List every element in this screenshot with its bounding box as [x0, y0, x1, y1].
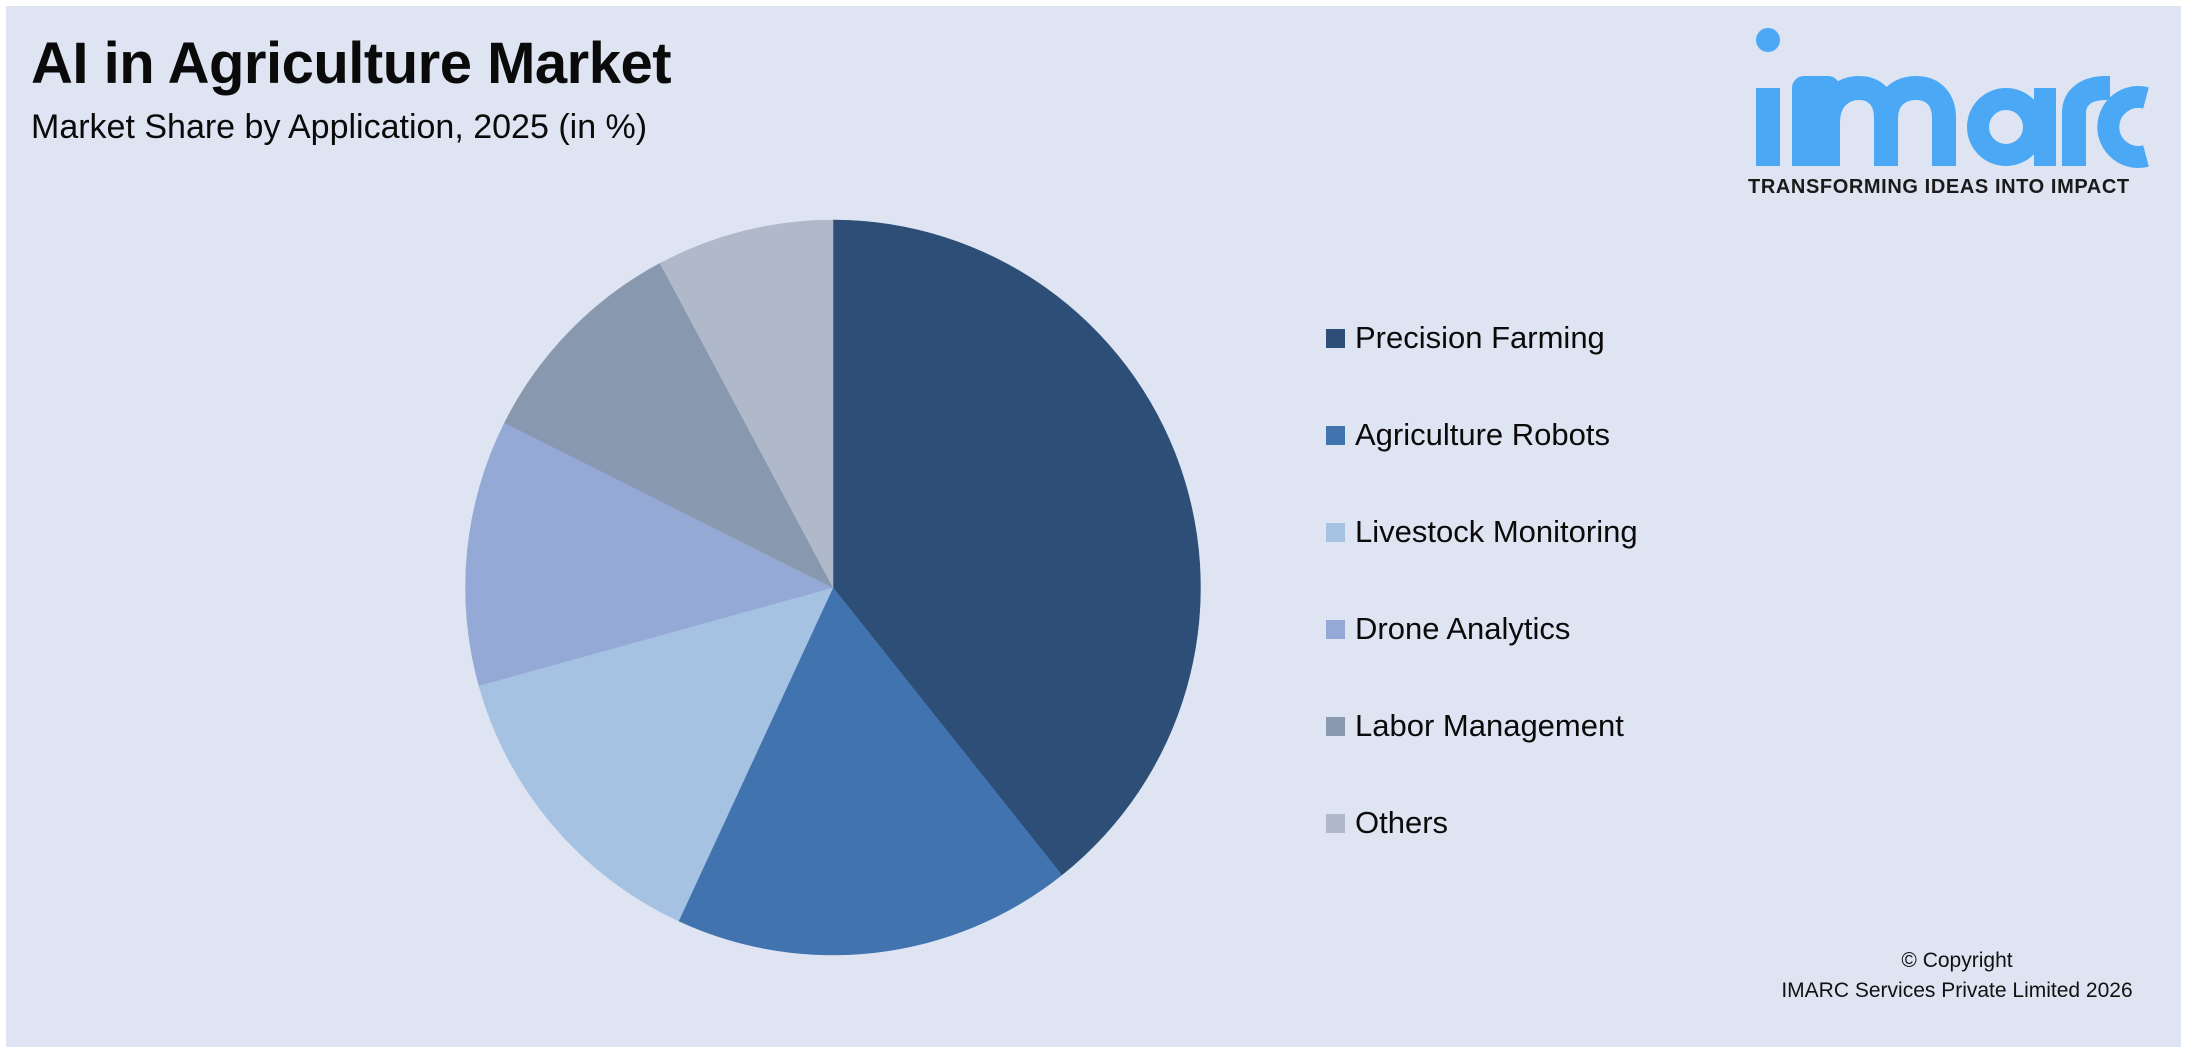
legend-swatch-icon	[1326, 716, 1345, 736]
chart-subtitle: Market Share by Application, 2025 (in %)	[31, 108, 648, 146]
legend-label: Agriculture Robots	[1355, 417, 1611, 452]
copyright-line-1: © Copyright	[1901, 949, 2013, 972]
legend-label: Others	[1355, 805, 1449, 840]
logo-tagline: TRANSFORMING IDEAS INTO IMPACT	[1748, 176, 2130, 198]
pie-slice-agriculture-robots	[678, 587, 1063, 956]
legend-label: Labor Management	[1355, 708, 1624, 743]
legend-swatch-icon	[1326, 619, 1345, 639]
legend-swatch-icon	[1326, 522, 1345, 542]
chart-title: AI in Agriculture Market	[31, 31, 672, 96]
copyright-notice: © Copyright IMARC Services Private Limit…	[1740, 946, 2174, 1006]
imarc-wordmark-icon	[1756, 28, 2149, 168]
pie-slice-drone-analytics	[465, 422, 834, 686]
legend-label: Drone Analytics	[1355, 611, 1571, 646]
legend-item-precision-farming: Precision Farming	[1326, 318, 1605, 358]
pie-slice-others	[659, 219, 834, 588]
legend-item-agriculture-robots: Agriculture Robots	[1326, 415, 1610, 455]
pie-slice-precision-farming	[832, 219, 1201, 876]
legend-item-others: Others	[1326, 803, 1448, 843]
pie-slice-labor-management	[504, 262, 834, 589]
legend-item-livestock-monitoring: Livestock Monitoring	[1326, 512, 1638, 552]
legend-item-drone-analytics: Drone Analytics	[1326, 609, 1570, 649]
legend-swatch-icon	[1326, 328, 1345, 348]
legend-swatch-icon	[1326, 425, 1345, 445]
imarc-logo: TRANSFORMING IDEAS INTO IMPACT	[1744, 18, 2164, 208]
legend-label: Livestock Monitoring	[1355, 514, 1638, 549]
legend-label: Precision Farming	[1355, 320, 1605, 355]
legend-item-labor-management: Labor Management	[1326, 706, 1624, 746]
copyright-line-2: IMARC Services Private Limited 2026	[1781, 979, 2133, 1002]
pie-slice-livestock-monitoring	[478, 587, 834, 922]
legend-swatch-icon	[1326, 813, 1345, 833]
